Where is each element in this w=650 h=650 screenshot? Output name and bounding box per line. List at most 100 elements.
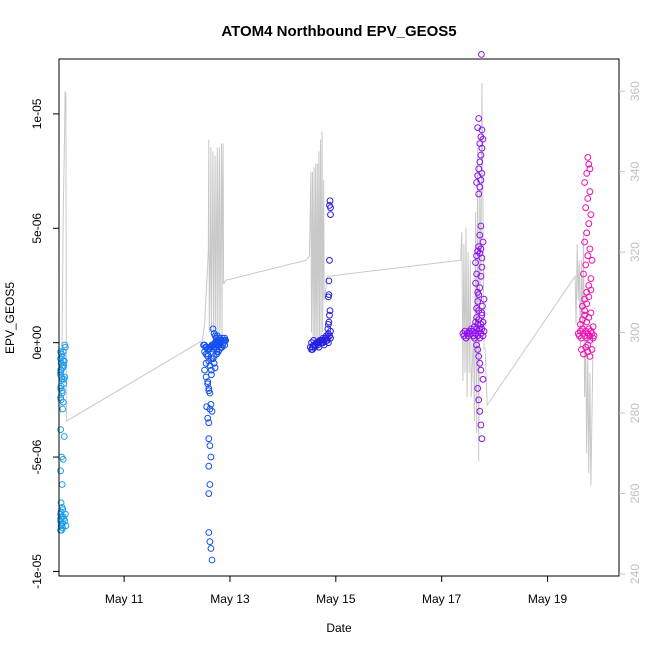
y-axis-label: EPV_GEOS5: [3, 282, 17, 354]
data-point-series-4: [472, 259, 480, 267]
data-point-series-2: [213, 346, 221, 353]
data-point-series-2: [210, 353, 218, 360]
data-point-series-2: [204, 378, 212, 386]
data-point-series-5: [586, 165, 594, 173]
data-point-series-2: [207, 453, 215, 461]
data-point-series-3: [326, 197, 334, 205]
y-tick-label: -1e-05: [30, 554, 44, 589]
data-point-series-5: [583, 300, 591, 308]
data-point-series-4: [476, 325, 484, 333]
data-point-series-4: [479, 135, 487, 143]
data-point-series-5: [585, 220, 593, 228]
data-point-series-2: [204, 380, 212, 388]
data-point-series-5: [587, 275, 595, 283]
y-tick-label: 0e+00: [30, 325, 44, 359]
data-point-series-4: [477, 321, 485, 328]
data-point-series-4: [475, 307, 483, 315]
data-point-series-5: [586, 337, 594, 344]
data-point-series-5: [582, 261, 590, 269]
data-point-series-1: [59, 398, 67, 406]
data-point-series-5: [585, 160, 593, 168]
data-point-series-4: [477, 245, 485, 253]
data-point-series-4: [477, 176, 485, 184]
data-point-series-2: [206, 481, 214, 488]
data-point-series-1: [60, 433, 68, 440]
data-point-series-4: [475, 396, 483, 404]
data-point-series-4: [473, 270, 481, 278]
data-point-series-4: [479, 318, 487, 326]
data-point-series-2: [204, 350, 212, 358]
data-point-series-4: [475, 353, 483, 360]
data-point-series-4: [475, 190, 483, 198]
data-point-series-2: [213, 332, 221, 340]
data-point-series-4: [477, 151, 485, 159]
data-point-series-2: [207, 545, 215, 552]
data-point-series-4: [478, 325, 486, 333]
data-point-series-4: [478, 51, 485, 58]
data-point-series-4: [475, 115, 483, 122]
y2-tick-label: 360: [628, 81, 642, 101]
data-point-series-4: [473, 325, 481, 333]
data-point-series-1: [57, 467, 64, 475]
x-axis-label: Date: [326, 621, 352, 635]
data-point-series-4: [472, 279, 480, 287]
data-point-series-5: [588, 256, 596, 264]
data-point-series-3: [326, 311, 333, 319]
data-point-series-1: [59, 405, 67, 413]
data-point-series-2: [212, 341, 220, 349]
data-point-series-2: [205, 529, 213, 536]
data-point-series-4: [474, 385, 482, 392]
y2-tick-label: 300: [628, 322, 642, 342]
data-point-series-5: [581, 238, 588, 246]
data-point-series-5: [590, 332, 598, 340]
x-tick-label: May 17: [422, 592, 462, 606]
data-point-series-5: [583, 229, 591, 237]
data-point-series-4: [473, 304, 481, 312]
data-point-series-2: [202, 359, 210, 367]
data-point-series-2: [201, 366, 209, 374]
data-point-series-5: [586, 245, 594, 253]
data-point-series-4: [479, 302, 486, 310]
data-point-series-1: [60, 357, 68, 365]
data-point-series-5: [586, 188, 594, 196]
data-point-series-2: [208, 407, 216, 415]
data-point-series-5: [582, 204, 590, 212]
data-point-series-4: [478, 126, 486, 134]
data-point-series-5: [584, 195, 592, 202]
data-point-series-2: [205, 435, 213, 443]
data-point-series-4: [478, 254, 486, 262]
data-point-series-3: [326, 202, 333, 209]
data-point-series-1: [57, 426, 64, 434]
data-point-series-4: [476, 158, 484, 166]
data-point-series-2: [221, 341, 229, 349]
data-point-series-5: [587, 309, 595, 317]
data-point-series-5: [588, 346, 596, 353]
data-point-series-4: [476, 231, 484, 239]
data-point-series-5: [585, 293, 593, 301]
data-point-series-2: [205, 490, 213, 498]
secondary-series-line: [60, 83, 594, 486]
chart-title: ATOM4 Northbound EPV_GEOS5: [221, 23, 456, 40]
data-point-series-5: [587, 211, 595, 219]
data-point-series-2: [206, 538, 214, 546]
data-point-series-4: [480, 295, 488, 303]
data-point-series-3: [326, 256, 333, 264]
data-point-series-3: [325, 291, 333, 299]
data-point-series-4: [476, 140, 484, 148]
data-point-series-5: [580, 270, 587, 278]
data-point-series-3: [325, 318, 333, 326]
data-point-series-4: [477, 222, 485, 230]
data-point-series-1: [57, 382, 65, 390]
data-point-series-2: [207, 401, 215, 408]
data-point-series-4: [474, 288, 482, 296]
data-point-series-4: [476, 359, 484, 367]
data-point-series-4: [464, 332, 472, 340]
data-point-series-3: [315, 343, 323, 351]
data-point-series-2: [208, 556, 216, 564]
data-point-series-5: [589, 323, 597, 331]
data-point-series-1: [62, 510, 69, 518]
data-point-series-4: [476, 183, 484, 191]
data-point-series-4: [477, 366, 485, 374]
data-point-series-2: [208, 366, 215, 374]
